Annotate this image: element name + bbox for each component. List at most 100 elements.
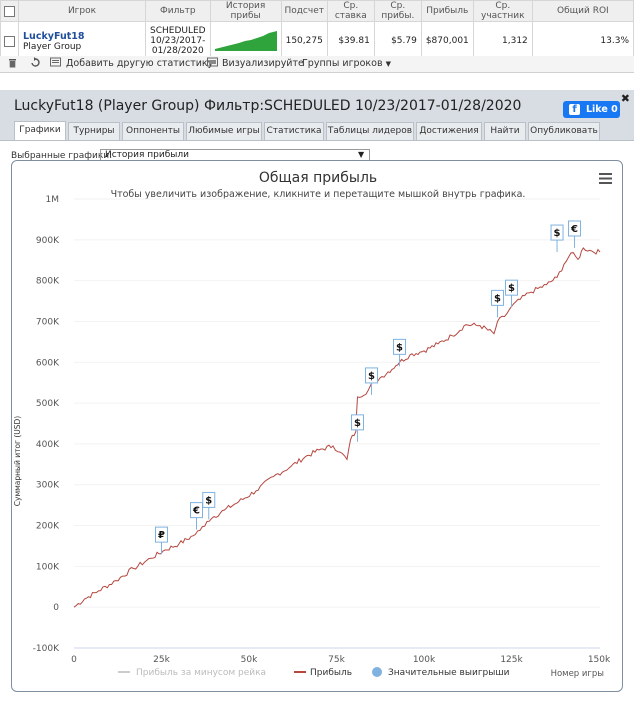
big-win-marker[interactable]: ₽ <box>155 526 169 555</box>
panel-title: LuckyFut18 (Player Group) Фильтр:SCHEDUL… <box>14 98 522 114</box>
legend-item-big-wins[interactable]: Значительные выигрыши <box>372 667 510 678</box>
x-axis-label: Номер игры <box>551 669 604 679</box>
profit-sparkline[interactable] <box>214 29 277 51</box>
big-win-marker[interactable]: $ <box>550 224 564 253</box>
y-tick-label: -100K <box>33 644 60 654</box>
table-row: LuckyFut18 Player Group SCHEDULED 10/23/… <box>0 21 634 61</box>
avg-stake-value: $39.81 <box>326 21 375 61</box>
x-tick-label: 125k <box>500 655 523 665</box>
select-label: Выбранные графики: <box>11 151 113 161</box>
big-win-marker[interactable]: $ <box>491 289 505 318</box>
profit-value: $870,001 <box>420 21 474 61</box>
big-win-marker[interactable]: $ <box>393 338 407 367</box>
refresh-icon[interactable] <box>30 57 41 71</box>
player-cell: LuckyFut18 Player Group <box>18 21 146 61</box>
trash-icon[interactable] <box>8 57 17 71</box>
header-filter[interactable]: Фильтр <box>145 0 211 22</box>
roi-value: 13.3% <box>531 21 634 61</box>
marker-symbol: $ <box>205 495 212 506</box>
header-avg-players[interactable]: Ср. участник <box>472 0 533 22</box>
header-profit[interactable]: Прибыль <box>420 0 474 22</box>
header-profit-history[interactable]: История прибы <box>209 0 282 22</box>
marker-symbol: ₽ <box>158 530 165 541</box>
tab-charts[interactable]: Графики <box>14 121 66 141</box>
marker-symbol: $ <box>354 418 361 429</box>
y-tick-label: 500K <box>36 399 60 409</box>
player-groups-dropdown[interactable]: Группы игроков ▼ <box>302 58 391 69</box>
y-tick-label: 800K <box>36 277 60 287</box>
big-win-marker[interactable]: $ <box>351 414 365 442</box>
row-checkbox[interactable] <box>4 35 15 47</box>
marker-symbol: $ <box>396 342 403 353</box>
x-tick-label: 0 <box>71 655 77 665</box>
add-stat-icon[interactable] <box>50 57 61 71</box>
stats-header-row: Игрок Фильтр История прибы Подсчет Ср. с… <box>0 0 634 22</box>
chart-legend: Прибыль за минусом рейка Прибыль Значите… <box>118 667 510 678</box>
tab-search[interactable]: Найти <box>484 122 526 140</box>
player-groups-label: Группы игроков <box>302 58 383 69</box>
x-tick-label: 100k <box>413 655 436 665</box>
profit-chart[interactable]: Общая прибыль Чтобы увеличить изображени… <box>12 161 622 691</box>
big-win-marker[interactable]: € <box>568 220 582 248</box>
sparkline-cell[interactable] <box>209 21 282 61</box>
chart-grid <box>74 198 600 649</box>
tab-favorite-games[interactable]: Любимые игры <box>186 122 262 140</box>
stats-table: Игрок Фильтр История прибы Подсчет Ср. с… <box>0 0 634 61</box>
menu-icon[interactable] <box>599 173 612 184</box>
tab-achievements[interactable]: Достижения <box>416 122 482 140</box>
row-checkbox-cell[interactable] <box>0 21 19 61</box>
header-roi[interactable]: Общий ROI <box>531 0 634 22</box>
avg-players-value: 1,312 <box>472 21 533 61</box>
legend-rake-label: Прибыль за минусом рейка <box>136 668 266 678</box>
legend-item-profit[interactable]: Прибыль <box>294 668 352 678</box>
big-win-marker[interactable]: $ <box>505 279 519 308</box>
y-tick-label: 900K <box>36 236 60 246</box>
filter-cell: SCHEDULED 10/23/2017- 01/28/2020 <box>145 21 211 61</box>
marker-symbol: $ <box>368 371 375 382</box>
chevron-down-icon: ▼ <box>358 150 365 159</box>
legend-item-rake[interactable]: Прибыль за минусом рейка <box>118 668 266 678</box>
filter-line3: 01/28/2020 <box>151 46 204 56</box>
like-label: Like 0 <box>586 104 618 115</box>
tab-leaderboards[interactable]: Таблицы лидеров <box>326 122 414 140</box>
big-win-marker[interactable]: $ <box>365 367 379 395</box>
select-all-header[interactable] <box>0 0 19 22</box>
visualize-icon[interactable] <box>207 57 218 71</box>
x-tick-label: 50k <box>241 655 258 665</box>
header-avg-stake[interactable]: Ср. ставка <box>326 0 375 22</box>
y-tick-label: 100K <box>36 562 60 572</box>
tab-opponents[interactable]: Оппоненты <box>122 122 184 140</box>
profit-series-line[interactable] <box>73 247 601 608</box>
marker-symbol: € <box>570 224 578 235</box>
y-tick-label: 1M <box>46 195 60 205</box>
add-stat-button[interactable]: Добавить другую статистику <box>66 58 214 69</box>
y-tick-label: 600K <box>36 358 60 368</box>
avg-profit-value: $5.79 <box>373 21 422 61</box>
visualize-button[interactable]: Визуализируйте <box>222 58 304 69</box>
facebook-like-button[interactable]: f Like 0 <box>563 101 620 118</box>
win-markers: ₽ € $ $ $ $ $ $ $ € <box>155 220 582 555</box>
close-icon[interactable]: ✖ <box>620 92 630 105</box>
header-avg-profit[interactable]: Ср. прибы. <box>373 0 422 22</box>
y-tick-label: 400K <box>36 440 60 450</box>
player-name-link[interactable]: LuckyFut18 <box>23 30 85 42</box>
y-tick-label: 300K <box>36 481 60 491</box>
chevron-down-icon: ▼ <box>385 60 391 68</box>
count-value: 150,275 <box>280 21 328 61</box>
y-tick-label: 200K <box>36 522 60 532</box>
chart-container: Общая прибыль Чтобы увеличить изображени… <box>11 160 623 692</box>
big-win-marker[interactable]: $ <box>202 491 216 520</box>
header-count[interactable]: Подсчет <box>280 0 328 22</box>
header-player[interactable]: Игрок <box>18 0 146 22</box>
y-axis-label: Суммарный итог (USD) <box>13 416 22 507</box>
tab-tournaments[interactable]: Турниры <box>68 122 120 140</box>
tab-publish[interactable]: Опубликовать <box>528 122 600 140</box>
big-win-marker[interactable]: € <box>190 502 204 530</box>
chart-select-value: История прибыли <box>105 150 189 160</box>
marker-symbol: $ <box>554 228 561 239</box>
tab-statistics[interactable]: Статистика <box>264 122 324 140</box>
select-all-checkbox[interactable] <box>4 5 15 17</box>
chart-title: Общая прибыль <box>259 170 377 186</box>
player-group-label: Player Group <box>23 41 82 52</box>
marker-symbol: $ <box>494 293 501 304</box>
